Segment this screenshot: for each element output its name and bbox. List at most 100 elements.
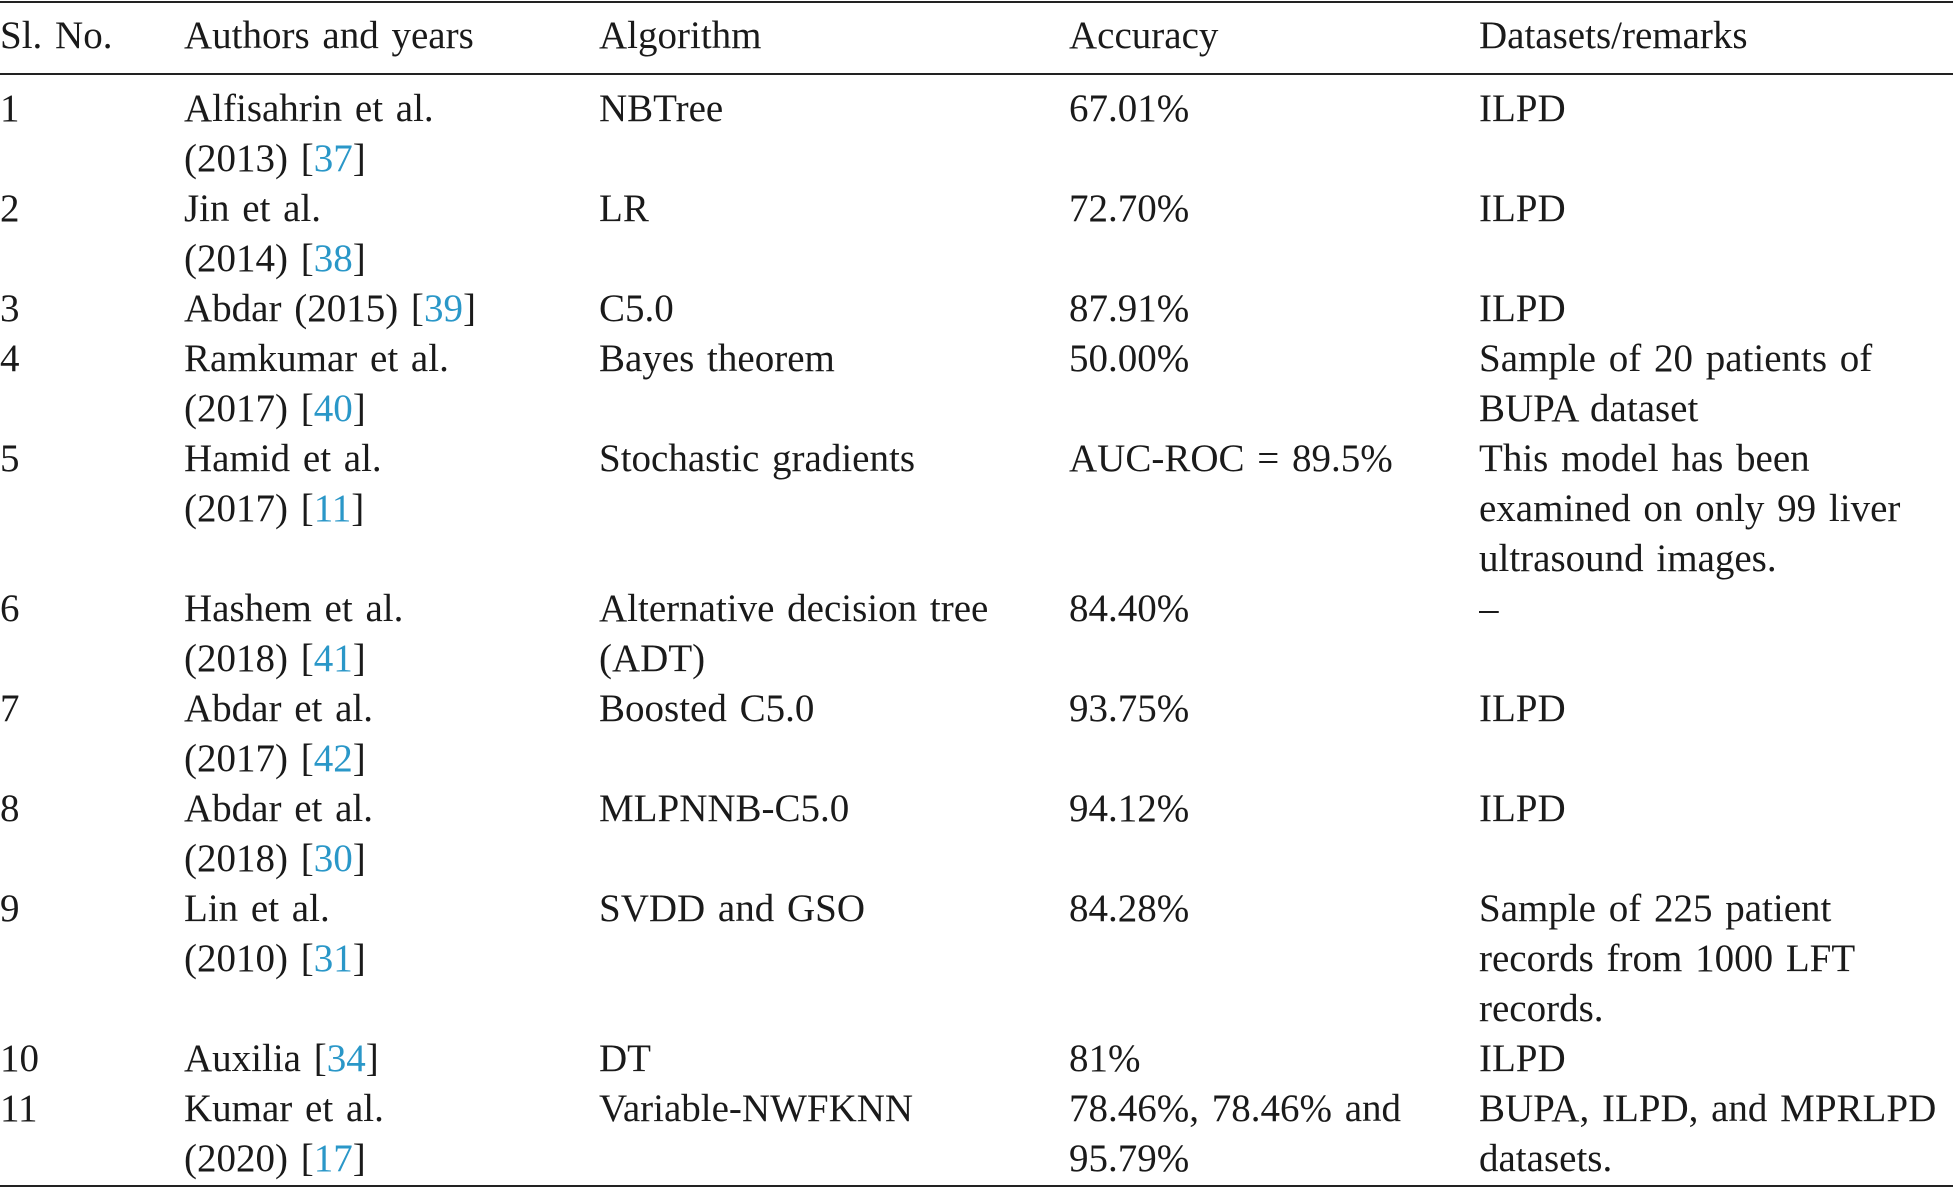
cell-sl-no: 3 xyxy=(0,287,20,330)
cell-remarks: ILPD xyxy=(1479,787,1566,830)
cell-sl-no: 1 xyxy=(0,87,20,130)
table-row: 4 Ramkumar et al. (2017) [40] Bayes theorem… xyxy=(0,334,1953,434)
reference-link[interactable]: 30 xyxy=(313,837,353,880)
author-name: Abdar et al. xyxy=(184,687,374,730)
cell-authors: Hamid et al. (2017) [11] xyxy=(184,434,599,584)
author-name: Kumar et al. xyxy=(184,1087,384,1130)
cell-sl-no: 2 xyxy=(0,187,20,230)
reference-bracket: ] xyxy=(352,637,366,680)
cell-remarks: BUPA, ILPD, and MPRLPD datasets. xyxy=(1479,1087,1937,1180)
cell-sl-no: 11 xyxy=(0,1087,38,1130)
cell-remarks: Sample of 20 patients of BUPA dataset xyxy=(1479,337,1873,430)
cell-accuracy: 81% xyxy=(1069,1037,1141,1080)
cell-accuracy: 94.12% xyxy=(1069,787,1190,830)
reference-bracket: ] xyxy=(352,137,366,180)
table-row: 3 Abdar (2015) [39] C5.0 87.91% ILPD xyxy=(0,284,1953,334)
reference-bracket: ] xyxy=(352,387,366,430)
author-year: (2018) [ xyxy=(184,837,314,880)
cell-remarks: – xyxy=(1479,587,1499,630)
cell-remarks: ILPD xyxy=(1479,687,1566,730)
cell-algorithm: Variable-NWFKNN xyxy=(599,1087,914,1130)
table-bottom-rule xyxy=(0,1185,1953,1187)
author-name: Jin et al. xyxy=(184,187,322,230)
cell-algorithm: C5.0 xyxy=(599,287,674,330)
reference-link[interactable]: 17 xyxy=(313,1137,353,1180)
header-accuracy: Accuracy xyxy=(1069,14,1219,57)
cell-authors: Kumar et al. (2020) [17] xyxy=(184,1084,599,1184)
cell-remarks: ILPD xyxy=(1479,187,1566,230)
table-row: 8 Abdar et al. (2018) [30] MLPNNB-C5.0 94.12… xyxy=(0,784,1953,884)
author-name: Lin et al. xyxy=(184,887,330,930)
cell-remarks: This model has been examined on only 99 … xyxy=(1479,437,1901,580)
cell-authors: Hashem et al. (2018) [41] xyxy=(184,584,599,684)
reference-link[interactable]: 40 xyxy=(313,387,353,430)
author-name: Abdar et al. xyxy=(184,787,374,830)
reference-bracket: ] xyxy=(462,287,476,330)
cell-accuracy: AUC-ROC = 89.5% xyxy=(1069,437,1393,480)
header-sl-no: Sl. No. xyxy=(0,14,113,57)
author-name: Alfisahrin et al. xyxy=(184,87,434,130)
cell-algorithm: SVDD and GSO xyxy=(599,887,866,930)
author-name: Auxilia [ xyxy=(184,1037,327,1080)
reference-link[interactable]: 41 xyxy=(313,637,353,680)
cell-algorithm: MLPNNB-C5.0 xyxy=(599,787,850,830)
cell-accuracy: 72.70% xyxy=(1069,187,1190,230)
author-year: (2020) [ xyxy=(184,1137,314,1180)
reference-bracket: ] xyxy=(352,837,366,880)
author-name: Abdar (2015) [ xyxy=(184,287,424,330)
header-remarks: Datasets/remarks xyxy=(1479,14,1748,57)
cell-algorithm: Stochastic gradients xyxy=(599,437,916,480)
cell-accuracy: 50.00% xyxy=(1069,337,1190,380)
cell-sl-no: 10 xyxy=(0,1037,39,1080)
cell-algorithm: Bayes theorem xyxy=(599,337,835,380)
cell-sl-no: 4 xyxy=(0,337,20,380)
author-name: Hamid et al. xyxy=(184,437,382,480)
cell-remarks: ILPD xyxy=(1479,87,1566,130)
cell-authors: Lin et al. (2010) [31] xyxy=(184,884,599,1034)
cell-remarks: ILPD xyxy=(1479,1037,1566,1080)
author-year: (2017) [ xyxy=(184,387,314,430)
cell-sl-no: 7 xyxy=(0,687,20,730)
table-row: 5 Hamid et al. (2017) [11] Stochastic gradi… xyxy=(0,434,1953,584)
reference-bracket: ] xyxy=(352,737,366,780)
cell-authors: Ramkumar et al. (2017) [40] xyxy=(184,334,599,434)
cell-authors: Abdar et al. (2018) [30] xyxy=(184,784,599,884)
author-year: (2018) [ xyxy=(184,637,314,680)
table-body: 1 Alfisahrin et al. (2013) [37] NBTree 67.01… xyxy=(0,74,1953,1184)
reference-link[interactable]: 42 xyxy=(313,737,353,780)
cell-sl-no: 8 xyxy=(0,787,20,830)
cell-algorithm: DT xyxy=(599,1037,651,1080)
cell-authors: Abdar et al. (2017) [42] xyxy=(184,684,599,784)
reference-bracket: ] xyxy=(351,487,365,530)
table-top-rule xyxy=(0,1,1953,3)
cell-remarks: ILPD xyxy=(1479,287,1566,330)
reference-bracket: ] xyxy=(352,1137,366,1180)
author-year: (2014) [ xyxy=(184,237,314,280)
reference-link[interactable]: 37 xyxy=(313,137,353,180)
header-algorithm: Algorithm xyxy=(599,14,762,57)
header-authors: Authors and years xyxy=(184,14,474,57)
table-header-rule xyxy=(0,73,1953,75)
cell-sl-no: 9 xyxy=(0,887,20,930)
table-row: 10 Auxilia [34] DT 81% ILPD xyxy=(0,1034,1953,1084)
cell-authors: Alfisahrin et al. (2013) [37] xyxy=(184,74,599,184)
table-row: 9 Lin et al. (2010) [31] SVDD and GSO 84.28%… xyxy=(0,884,1953,1034)
table-row: 7 Abdar et al. (2017) [42] Boosted C5.0 93.7… xyxy=(0,684,1953,784)
table-row: 1 Alfisahrin et al. (2013) [37] NBTree 67.01… xyxy=(0,74,1953,184)
cell-authors: Auxilia [34] xyxy=(184,1034,599,1084)
table-row: 11 Kumar et al. (2020) [17] Variable-NWFKNN… xyxy=(0,1084,1953,1184)
cell-algorithm: Alternative decision tree (ADT) xyxy=(599,587,989,680)
reference-link[interactable]: 38 xyxy=(313,237,353,280)
cell-authors: Jin et al. (2014) [38] xyxy=(184,184,599,284)
cell-algorithm: NBTree xyxy=(599,87,724,130)
table-row: 2 Jin et al. (2014) [38] LR 72.70% ILPD xyxy=(0,184,1953,284)
author-name: Ramkumar et al. xyxy=(184,337,449,380)
reference-bracket: ] xyxy=(352,937,366,980)
reference-link[interactable]: 11 xyxy=(313,487,352,530)
reference-link[interactable]: 31 xyxy=(313,937,353,980)
cell-accuracy: 67.01% xyxy=(1069,87,1190,130)
reference-link[interactable]: 34 xyxy=(326,1037,366,1080)
reference-link[interactable]: 39 xyxy=(423,287,463,330)
cell-accuracy: 84.28% xyxy=(1069,887,1190,930)
